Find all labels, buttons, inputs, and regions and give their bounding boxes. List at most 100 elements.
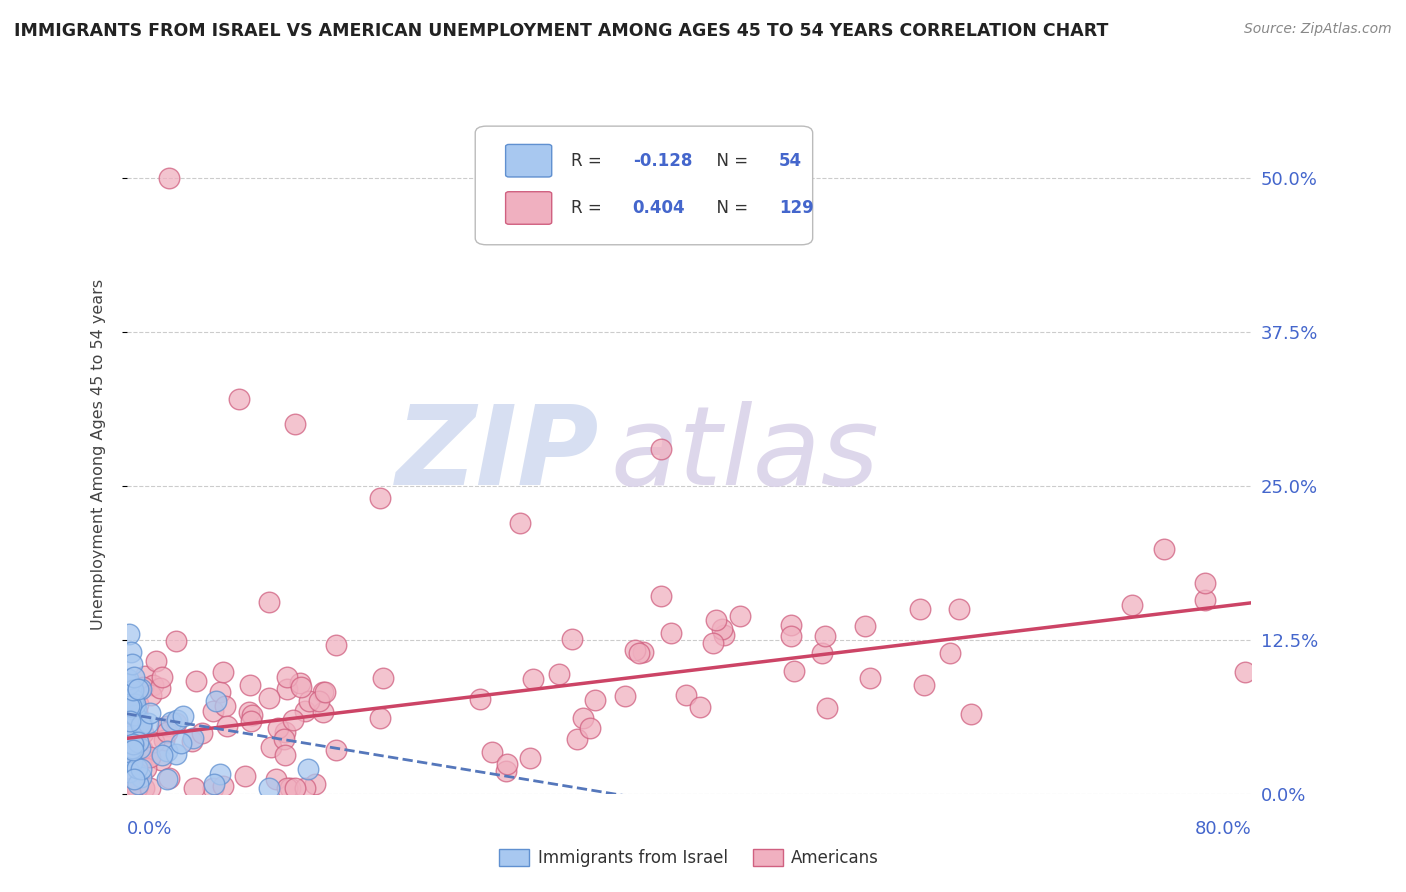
Point bbox=[481, 745, 503, 759]
Point bbox=[561, 632, 583, 646]
Point bbox=[294, 704, 316, 718]
Point bbox=[583, 693, 606, 707]
Point bbox=[371, 671, 394, 685]
Text: R =: R = bbox=[571, 199, 607, 217]
Point bbox=[134, 669, 156, 683]
Point bbox=[120, 682, 142, 697]
Point bbox=[127, 682, 149, 697]
Point bbox=[118, 626, 141, 640]
Point bbox=[118, 677, 141, 691]
Point bbox=[1194, 575, 1216, 590]
Point bbox=[118, 698, 141, 713]
Point bbox=[650, 589, 672, 603]
Point bbox=[212, 665, 235, 679]
Point bbox=[811, 646, 834, 660]
Text: atlas: atlas bbox=[610, 401, 879, 508]
Point bbox=[704, 613, 727, 627]
Point bbox=[122, 670, 145, 684]
Point bbox=[120, 764, 142, 778]
Point bbox=[276, 669, 298, 683]
Point bbox=[153, 733, 176, 747]
Point bbox=[150, 748, 173, 763]
Point bbox=[122, 737, 145, 751]
Point bbox=[205, 694, 228, 708]
Point bbox=[783, 665, 806, 679]
Point bbox=[139, 689, 162, 703]
Point bbox=[495, 764, 517, 779]
Text: R =: R = bbox=[571, 152, 607, 169]
Point bbox=[325, 638, 347, 652]
Point bbox=[710, 622, 733, 636]
Point bbox=[121, 740, 143, 755]
Point bbox=[125, 724, 148, 739]
Point bbox=[156, 719, 179, 733]
Text: ZIP: ZIP bbox=[395, 401, 599, 508]
Point bbox=[124, 698, 146, 712]
Point bbox=[238, 706, 260, 720]
Legend: Immigrants from Israel, Americans: Immigrants from Israel, Americans bbox=[492, 842, 886, 873]
Point bbox=[522, 673, 544, 687]
Point bbox=[325, 743, 347, 757]
Point bbox=[160, 715, 183, 730]
Point bbox=[948, 602, 970, 616]
FancyBboxPatch shape bbox=[506, 145, 551, 177]
Point bbox=[1194, 593, 1216, 607]
Point bbox=[659, 625, 682, 640]
Text: IMMIGRANTS FROM ISRAEL VS AMERICAN UNEMPLOYMENT AMONG AGES 45 TO 54 YEARS CORREL: IMMIGRANTS FROM ISRAEL VS AMERICAN UNEMP… bbox=[14, 22, 1108, 40]
Point bbox=[274, 747, 297, 762]
Point bbox=[120, 645, 142, 659]
Point bbox=[240, 708, 263, 723]
Point bbox=[650, 442, 672, 456]
Point bbox=[124, 702, 146, 716]
Point bbox=[136, 715, 159, 730]
Point bbox=[260, 740, 283, 755]
Point bbox=[209, 766, 232, 780]
Point bbox=[910, 601, 932, 615]
Point bbox=[122, 772, 145, 787]
Point bbox=[117, 755, 139, 769]
Point bbox=[257, 780, 280, 795]
Point bbox=[297, 762, 319, 776]
Text: -0.128: -0.128 bbox=[633, 152, 692, 169]
Point bbox=[730, 608, 752, 623]
Point bbox=[702, 636, 724, 650]
Point bbox=[191, 725, 214, 739]
Point bbox=[567, 732, 589, 747]
Point bbox=[145, 654, 167, 668]
Point bbox=[143, 735, 166, 749]
Point bbox=[129, 717, 152, 731]
Point bbox=[121, 743, 143, 757]
Point bbox=[938, 646, 960, 660]
Point bbox=[304, 777, 326, 791]
Point bbox=[209, 685, 232, 699]
Point bbox=[157, 771, 180, 785]
Point bbox=[118, 729, 141, 743]
Point bbox=[780, 629, 803, 643]
Point bbox=[370, 711, 392, 725]
FancyBboxPatch shape bbox=[506, 192, 551, 224]
Point bbox=[274, 725, 297, 739]
Point bbox=[129, 763, 152, 777]
Point bbox=[276, 780, 298, 795]
Point bbox=[165, 747, 187, 761]
Point bbox=[257, 691, 280, 706]
Point bbox=[157, 170, 180, 185]
Text: 0.404: 0.404 bbox=[633, 199, 685, 217]
Point bbox=[128, 714, 150, 728]
Point bbox=[149, 681, 172, 696]
Point bbox=[142, 678, 165, 692]
Text: Source: ZipAtlas.com: Source: ZipAtlas.com bbox=[1244, 22, 1392, 37]
Point bbox=[239, 714, 262, 728]
Point bbox=[181, 734, 204, 748]
Point bbox=[135, 761, 157, 775]
Point bbox=[122, 692, 145, 706]
Point bbox=[127, 697, 149, 711]
Point bbox=[124, 697, 146, 711]
Point bbox=[127, 735, 149, 749]
Point bbox=[470, 692, 492, 706]
Point bbox=[284, 780, 307, 795]
Point bbox=[859, 672, 882, 686]
Point bbox=[122, 683, 145, 698]
Point bbox=[288, 676, 311, 690]
Point bbox=[120, 734, 142, 748]
